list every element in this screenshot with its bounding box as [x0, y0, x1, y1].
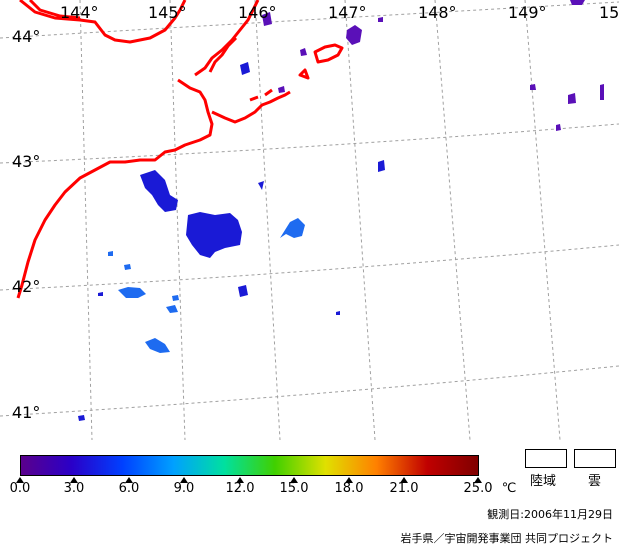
longitude-labels: 144° 145° 146° 147° 148° 149° 15	[60, 3, 619, 22]
sst-patch-c	[280, 218, 305, 238]
coastline-etorofu	[313, 43, 344, 64]
latitude-labels: 44° 43° 42° 41°	[12, 27, 40, 422]
coastline-kunashiri-b	[208, 36, 238, 73]
lon-label-149: 149°	[508, 3, 547, 22]
coastline-mainland	[19, 0, 187, 44]
parallel-44	[0, 1, 619, 39]
colorbar-tick-mark	[16, 477, 24, 483]
sst-patch-x	[300, 48, 307, 56]
meridian-145	[169, 0, 186, 440]
cloud-legend-label: 雲	[588, 474, 602, 489]
colorbar-tick-label: 9.0	[173, 481, 195, 496]
coastline-habomai	[249, 88, 273, 102]
meridian-144	[79, 0, 93, 440]
sst-patch-v	[530, 84, 536, 90]
sst-patch-o	[336, 311, 340, 315]
colorbar-tick-mark	[180, 477, 188, 483]
sst-patch-z	[556, 124, 561, 131]
sst-map: 144° 145° 146° 147° 148° 149° 15 44° 43°…	[0, 0, 619, 440]
coastline-shikotan	[298, 68, 310, 80]
sst-patch-u	[570, 0, 585, 5]
land-legend-label: 陸域	[530, 474, 557, 489]
colorbar-tick-mark	[474, 477, 482, 483]
meridian-149	[524, 0, 561, 440]
lon-label-146: 146°	[238, 3, 277, 22]
lon-label-148: 148°	[418, 3, 457, 22]
graticule-meridians	[79, 0, 561, 440]
parallel-42	[0, 244, 619, 291]
lon-label-147: 147°	[328, 3, 367, 22]
colorbar-unit: ℃	[501, 481, 517, 496]
colorbar-tick-mark	[125, 477, 133, 483]
colorbar-tick-label: 12.0	[225, 481, 255, 496]
sst-patch-f	[238, 285, 248, 297]
observation-date: 観測日:2006年11月29日	[487, 508, 613, 521]
temperature-colorbar	[20, 455, 479, 476]
sst-patch-w	[600, 84, 604, 100]
project-credit: 岩手県／宇宙開発事業団 共同プロジェクト	[400, 532, 614, 545]
lon-label-145: 145°	[148, 3, 187, 22]
parallel-43	[0, 123, 619, 164]
meridian-146	[254, 0, 281, 440]
lat-label-44: 44°	[12, 27, 40, 46]
sst-patch-i	[258, 181, 264, 190]
lat-label-43: 43°	[12, 152, 40, 171]
sst-patch-h	[378, 160, 385, 172]
colorbar-tick-label: 21.0	[389, 481, 419, 496]
colorbar-tick-label: 25.0	[463, 481, 493, 496]
colorbar-tick-label: 15.0	[279, 481, 309, 496]
cloud-legend-swatch	[574, 449, 616, 468]
colorbar-tick-label: 3.0	[63, 481, 85, 496]
sst-patch-e	[145, 338, 170, 353]
sst-patch-t	[568, 93, 576, 104]
sst-patch-a	[140, 170, 178, 212]
lon-label-150: 15	[599, 3, 619, 22]
graticule-parallels	[0, 1, 619, 417]
colorbar-tick-mark	[236, 477, 244, 483]
sst-patch-k	[108, 251, 113, 256]
sst-patch-g	[166, 305, 178, 313]
colorbar-tick-label: 6.0	[118, 481, 140, 496]
lat-label-41: 41°	[12, 403, 40, 422]
coastline	[16, 0, 344, 299]
sst-patch-q	[346, 25, 362, 45]
sst-patch-l	[78, 415, 85, 421]
sst-patch-n	[98, 292, 103, 296]
sst-patch-r	[262, 12, 272, 26]
land-legend-swatch	[525, 449, 567, 468]
lon-label-144: 144°	[60, 3, 99, 22]
sst-patch-b	[186, 212, 242, 258]
sst-patches	[78, 0, 604, 421]
sst-patch-m	[172, 295, 179, 301]
sst-patch-d	[118, 287, 146, 298]
meridian-147	[344, 0, 376, 440]
sst-patch-s	[378, 17, 383, 22]
colorbar-tick-mark	[290, 477, 298, 483]
sst-patch-j	[124, 264, 131, 270]
coastline-nemuro	[211, 90, 291, 124]
colorbar-tick-label: 18.0	[334, 481, 364, 496]
lat-label-42: 42°	[12, 277, 40, 296]
sst-patch-y	[278, 86, 285, 93]
sst-patch-p	[240, 62, 250, 75]
colorbar-tick-label: 0.0	[9, 481, 31, 496]
parallel-41	[0, 365, 619, 417]
colorbar-tick-mark	[345, 477, 353, 483]
colorbar-tick-mark	[400, 477, 408, 483]
colorbar-tick-mark	[70, 477, 78, 483]
coastline-shiretoko	[16, 78, 214, 299]
meridian-148	[434, 0, 471, 440]
